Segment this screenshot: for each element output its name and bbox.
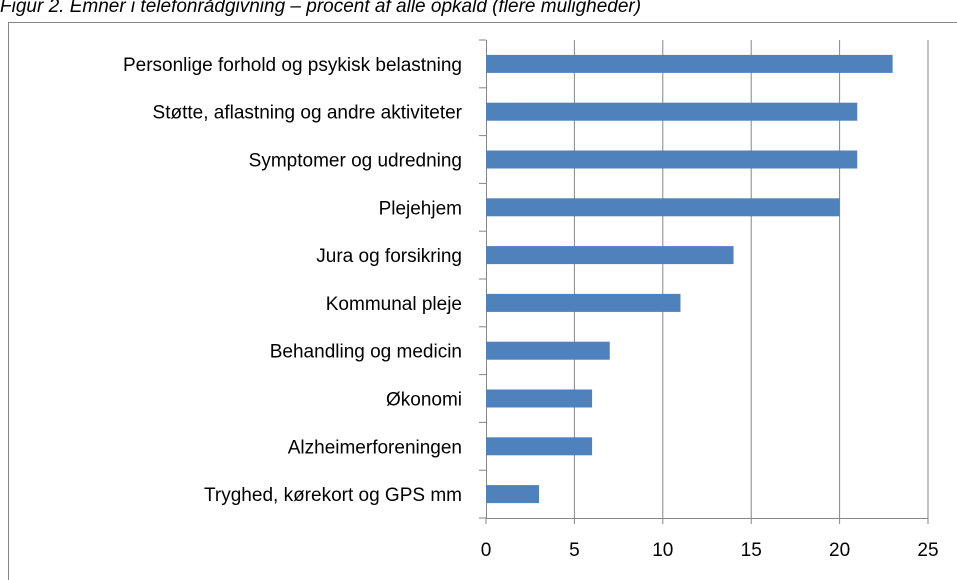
x-tick-label: 15 <box>741 540 762 561</box>
y-tick-label: Behandling og medicin <box>270 342 462 363</box>
x-tick-label: 10 <box>652 540 673 561</box>
bar <box>486 389 593 408</box>
bar <box>486 150 858 169</box>
bar <box>486 437 593 456</box>
x-tick-label: 0 <box>481 540 492 561</box>
bar <box>486 485 540 504</box>
y-tick-label: Tryghed, kørekort og GPS mm <box>204 485 462 506</box>
y-tick-label: Støtte, aflastning og andre aktiviteter <box>153 103 463 124</box>
bar <box>486 102 858 121</box>
y-tick-label: Jura og forsikring <box>316 246 462 267</box>
bar <box>486 198 840 217</box>
y-tick-label: Symptomer og udredning <box>249 151 462 172</box>
x-tick-label: 5 <box>569 540 580 561</box>
bar <box>486 246 734 265</box>
bar <box>486 293 681 312</box>
bar <box>486 54 893 73</box>
x-tick-label: 25 <box>917 540 938 561</box>
y-tick-label: Økonomi <box>386 390 462 411</box>
y-tick-label: Plejehjem <box>379 198 462 219</box>
y-tick-label: Personlige forhold og psykisk belastning <box>123 55 462 76</box>
y-tick-label: Alzheimerforeningen <box>288 437 462 458</box>
y-tick-label: Kommunal pleje <box>326 294 462 315</box>
chart-title: Figur 2. Emner i telefonrådgivning – pro… <box>0 0 641 17</box>
bar <box>486 341 610 360</box>
x-tick-label: 20 <box>829 540 850 561</box>
